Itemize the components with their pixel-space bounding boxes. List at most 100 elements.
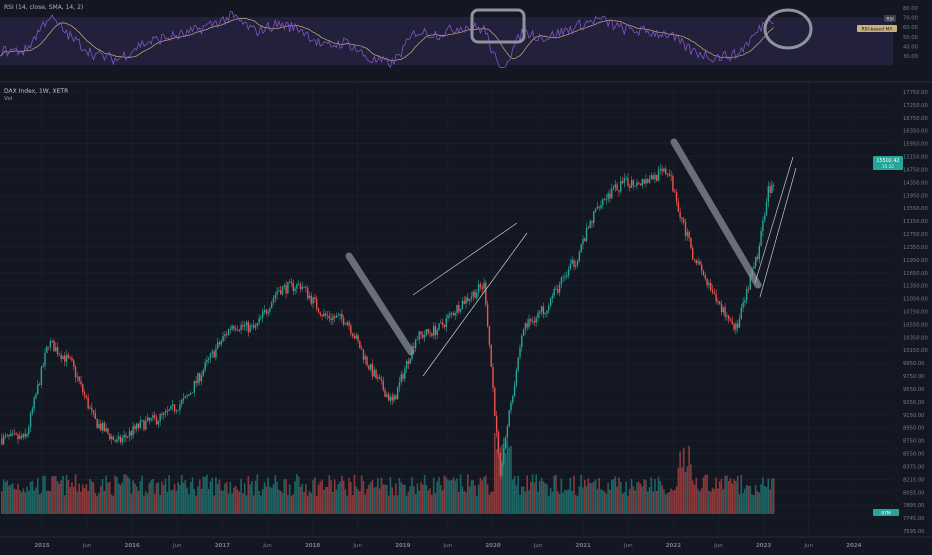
candle-body [677, 201, 680, 212]
volume-bar [634, 490, 636, 514]
volume-bar [583, 479, 586, 514]
volume-badge-label: 87M [881, 511, 891, 517]
candle-body [342, 318, 345, 325]
volume-bar [107, 482, 109, 514]
candle-body [19, 435, 21, 440]
price-tick-label: 13150.00 [903, 219, 928, 225]
volume-bar [339, 481, 341, 514]
candle-body [605, 198, 608, 200]
volume-bar [54, 476, 57, 514]
volume-bar [200, 489, 203, 514]
candle-body [163, 412, 165, 415]
candle-body [290, 281, 293, 284]
candle-body [636, 182, 638, 186]
volume-bar [67, 479, 70, 514]
candle-body [235, 328, 237, 330]
volume-bar [6, 480, 8, 514]
candle-body [549, 298, 552, 307]
candle-body [182, 397, 185, 401]
volume-bar [504, 453, 507, 514]
candle-body [443, 324, 446, 328]
candle-body [537, 313, 539, 319]
time-tick-label: 2021 [576, 543, 591, 549]
price-tick-label: 14350.00 [903, 180, 928, 186]
volume-bar [368, 484, 370, 514]
volume-bar [238, 491, 241, 514]
candle-body [737, 323, 739, 328]
time-axis[interactable]: 2015 Jun 2016 Jun 2017 Jun 2018 Jun 2019 Jun 2020 J… [34, 543, 861, 549]
volume-bar [767, 478, 770, 514]
candle-body [353, 336, 356, 339]
candle-body [373, 369, 375, 377]
volume-bar [720, 478, 723, 514]
volume-bar [402, 484, 404, 514]
volume-bar [330, 480, 332, 514]
rsi-line [0, 10, 774, 69]
candle-body [348, 322, 350, 326]
candle-body [74, 366, 77, 378]
candle-body [609, 193, 611, 199]
candle-body [24, 433, 26, 437]
volume-bar [101, 478, 104, 514]
volume-bar [736, 475, 739, 514]
price-axis[interactable]: 17750.00 17250.00 16750.00 16350.00 15950.00… [903, 90, 928, 535]
candle-body [404, 368, 406, 379]
last-price-label: 15502.42 [877, 158, 900, 164]
candles [1, 163, 775, 480]
candle-body [38, 384, 41, 386]
price-tick-label: 13950.00 [903, 193, 928, 199]
time-tick-label: 2017 [215, 543, 230, 549]
candle-body [481, 287, 483, 289]
rsi-axis[interactable]: 80.00 70.00 60.00 50.00 40.00 30.00 [903, 6, 918, 60]
drawn-downtrend-2018 [345, 252, 415, 356]
volume-bar [125, 474, 127, 514]
candle-body [190, 393, 192, 395]
candle-body [747, 288, 750, 290]
candle-body [217, 342, 219, 349]
volume-bar [556, 491, 559, 514]
candle-body [281, 286, 284, 295]
candle-body [724, 307, 726, 317]
candle-body [441, 322, 444, 325]
candle-body [486, 304, 489, 327]
volume-bar [94, 493, 97, 514]
volume-bar [441, 490, 444, 514]
volume-bar [301, 483, 304, 514]
volume-bar [279, 490, 282, 514]
rsi-tick-label: 30.00 [903, 54, 918, 60]
volume-bar [684, 471, 687, 514]
price-tick-label: 7745.00 [903, 516, 924, 522]
volume-bar [207, 488, 210, 514]
candle-body [152, 415, 154, 419]
candle-body [690, 237, 692, 248]
volume-bar [47, 490, 50, 514]
volume-bar [499, 453, 501, 514]
candle-body [468, 299, 471, 301]
candle-body [459, 309, 462, 312]
candle-body [141, 420, 143, 422]
volume-bar [150, 480, 152, 514]
candle-body [728, 315, 730, 319]
price-tick-label: 8950.00 [903, 426, 924, 432]
candle-body [670, 175, 672, 177]
volume-bar [80, 491, 82, 514]
volume-bar [74, 474, 77, 514]
volume-bar [123, 474, 125, 514]
volume-bar [103, 490, 106, 514]
volume-bar [260, 495, 262, 514]
volume-bar [413, 486, 415, 514]
candle-body [161, 414, 163, 415]
candle-body [400, 374, 402, 383]
volume-bar [166, 491, 169, 514]
volume-bar [443, 475, 446, 514]
candle-body [62, 355, 64, 360]
candle-body [485, 282, 487, 305]
candle-body [170, 405, 172, 410]
volume-bar [40, 492, 43, 514]
rsi-badge-label: RSI [886, 17, 893, 23]
volume-bar [641, 486, 644, 514]
volume-bar [65, 475, 68, 514]
volume-bar [288, 484, 291, 514]
